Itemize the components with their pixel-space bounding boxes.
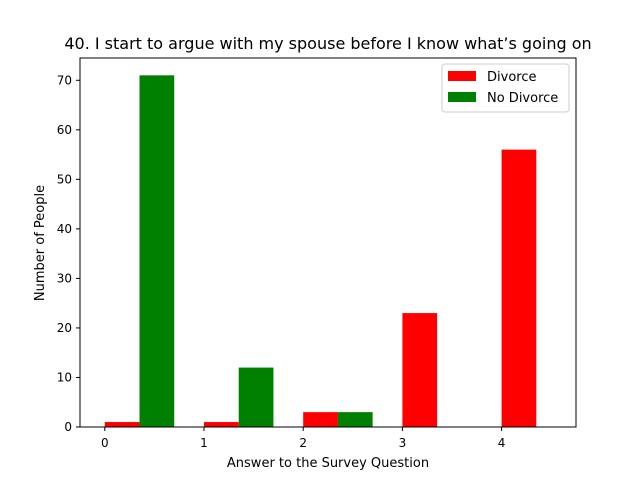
bar-divorce-4 (501, 149, 537, 428)
y-tick-label: 50 (57, 172, 72, 186)
bar-no-divorce-1 (238, 367, 274, 427)
x-axis: 0 1 2 3 4 (101, 427, 505, 450)
y-tick-label: 40 (57, 222, 72, 236)
legend-label: No Divorce (487, 91, 558, 106)
bars-layer (104, 75, 537, 428)
legend-swatch-no-divorce (448, 92, 476, 102)
bar-divorce-2 (303, 412, 338, 427)
bar-no-divorce-2 (337, 412, 373, 427)
y-tick-label: 20 (57, 321, 72, 335)
bar-divorce-0 (104, 422, 140, 427)
bar-divorce-3 (402, 313, 438, 427)
bar-divorce-1 (204, 422, 239, 427)
x-tick-label: 3 (399, 436, 407, 450)
y-tick-label: 10 (57, 370, 72, 384)
x-axis-label: Answer to the Survey Question (227, 456, 429, 471)
x-tick-label: 0 (101, 436, 109, 450)
y-tick-label: 30 (57, 271, 72, 285)
x-tick-label: 1 (200, 436, 208, 450)
legend-label: Divorce (487, 70, 536, 85)
bar-no-divorce-0 (139, 75, 175, 427)
y-tick-label: 70 (57, 73, 72, 87)
plot-frame (79, 57, 577, 428)
y-tick-label: 60 (57, 123, 72, 137)
legend-swatch-divorce (448, 71, 476, 81)
y-tick-label: 0 (64, 420, 72, 434)
y-axis: 0 10 20 30 40 50 60 70 (57, 73, 80, 434)
y-axis-label: Number of People (33, 185, 48, 301)
x-tick-label: 2 (299, 436, 307, 450)
legend: Divorce No Divorce (441, 63, 570, 113)
x-tick-label: 4 (498, 436, 506, 450)
chart-title: 40. I start to argue with my spouse befo… (64, 34, 591, 53)
